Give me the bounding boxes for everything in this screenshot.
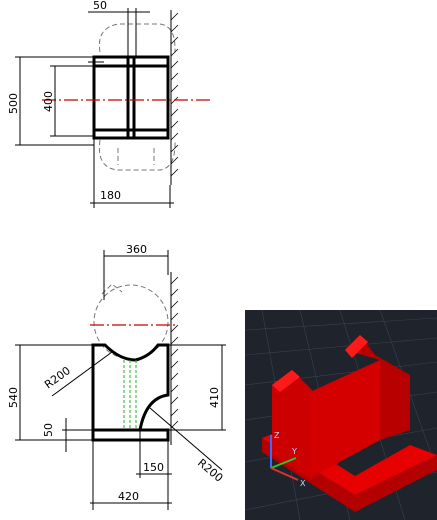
axis-x-line xyxy=(270,467,299,481)
model-right-plate xyxy=(345,335,410,440)
top-body-outline xyxy=(92,55,170,140)
model-3d[interactable] xyxy=(262,335,437,512)
model-web xyxy=(310,360,380,478)
axis-y-line xyxy=(270,457,297,469)
axis-y-label: Y xyxy=(291,447,297,456)
front-ghost-notch xyxy=(101,283,123,295)
dim-180-text: 180 xyxy=(100,189,121,202)
front-wall-hatch xyxy=(170,276,179,429)
dim-420-text: 420 xyxy=(118,490,139,503)
axis-z-label: Z xyxy=(274,431,280,440)
axis-x-label: X xyxy=(300,479,306,488)
dim-360-text: 360 xyxy=(126,243,147,256)
dim-r200-left-leader xyxy=(51,351,113,397)
front-view: 360 540 R200 410 R200 50 150 420 xyxy=(7,243,226,510)
dim-r200-left-text: R200 xyxy=(42,364,73,391)
top-view: 50 500 400 180 xyxy=(7,0,210,208)
dim-50-text: 50 xyxy=(93,0,107,12)
front-body-outline xyxy=(91,343,170,442)
dim-50b-text: 50 xyxy=(42,423,55,437)
top-wall-hatch xyxy=(170,12,179,177)
dim-540-text: 540 xyxy=(7,387,20,408)
model-base-front xyxy=(262,438,437,512)
dim-410-text: 410 xyxy=(208,387,221,408)
model-right-top xyxy=(345,335,368,358)
dim-500-text: 500 xyxy=(7,93,20,114)
model-left-plate xyxy=(272,370,312,480)
model-left-top xyxy=(272,370,300,392)
dim-400-text: 400 xyxy=(42,91,55,112)
viewport-3d[interactable]: Z Y X xyxy=(244,309,437,520)
dim-r200-right-leader xyxy=(149,407,223,471)
dim-150-text: 150 xyxy=(143,461,164,474)
dim-r200-right-text: R200 xyxy=(195,456,225,484)
top-ghost-outline xyxy=(98,23,176,171)
ucs-axis-icon: Z Y X xyxy=(270,431,306,488)
